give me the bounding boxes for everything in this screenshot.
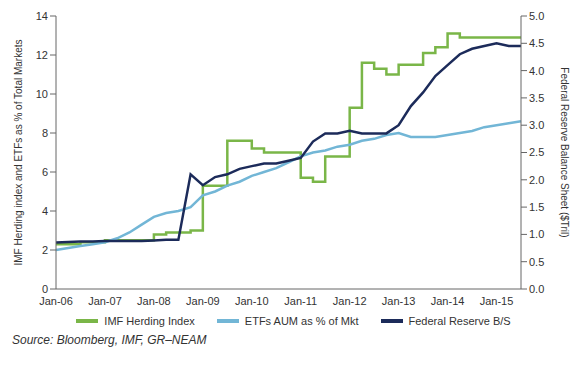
html-text:ETFs AUM as % of Mkt: ETFs AUM as % of Mkt <box>244 315 359 327</box>
svg-text:Jan-11: Jan-11 <box>284 295 317 307</box>
svg-text:Jan-09: Jan-09 <box>186 295 220 307</box>
svg-text:5.0: 5.0 <box>529 10 544 22</box>
html-text:Source: Bloomberg, IMF, GR–NEA: Source: Bloomberg, IMF, GR–NEAM <box>12 333 207 347</box>
svg-text:Jan-07: Jan-07 <box>88 295 122 307</box>
svg-text:0: 0 <box>42 283 48 295</box>
svg-text:12: 12 <box>36 49 48 61</box>
svg-text:1.0: 1.0 <box>529 228 544 240</box>
html-text:Federal Reserve B/S: Federal Reserve B/S <box>408 315 511 327</box>
svg-text:3.5: 3.5 <box>529 92 544 104</box>
svg-text:Jan-12: Jan-12 <box>333 295 367 307</box>
svg-text:Jan-13: Jan-13 <box>382 295 416 307</box>
svg-text:3.0: 3.0 <box>529 119 544 131</box>
svg-text:8: 8 <box>42 127 48 139</box>
svg-text:2: 2 <box>42 244 48 256</box>
html-text:IMF Herding Index: IMF Herding Index <box>104 315 195 327</box>
svg-text:2.5: 2.5 <box>529 146 544 158</box>
svg-text:Jan-06: Jan-06 <box>39 295 73 307</box>
svg-text:2.0: 2.0 <box>529 174 544 186</box>
svg-text:14: 14 <box>36 10 48 22</box>
svg-text:Jan-10: Jan-10 <box>235 295 269 307</box>
svg-text:0.5: 0.5 <box>529 256 544 268</box>
svg-text:0.0: 0.0 <box>529 283 544 295</box>
svg-text:6: 6 <box>42 166 48 178</box>
svg-text:Jan-08: Jan-08 <box>137 295 171 307</box>
svg-text:IMF Herding index and ETFs as: IMF Herding index and ETFs as % of Total… <box>13 39 24 265</box>
svg-text:4: 4 <box>42 205 48 217</box>
svg-text:Federal Reserve Balance Sheet: Federal Reserve Balance Sheet ($Tril) <box>559 67 570 237</box>
svg-text:1.5: 1.5 <box>529 201 544 213</box>
svg-text:4.5: 4.5 <box>529 37 544 49</box>
svg-text:Jan-14: Jan-14 <box>431 295 465 307</box>
svg-text:4.0: 4.0 <box>529 65 544 77</box>
svg-text:10: 10 <box>36 88 48 100</box>
svg-text:Jan-15: Jan-15 <box>480 295 514 307</box>
